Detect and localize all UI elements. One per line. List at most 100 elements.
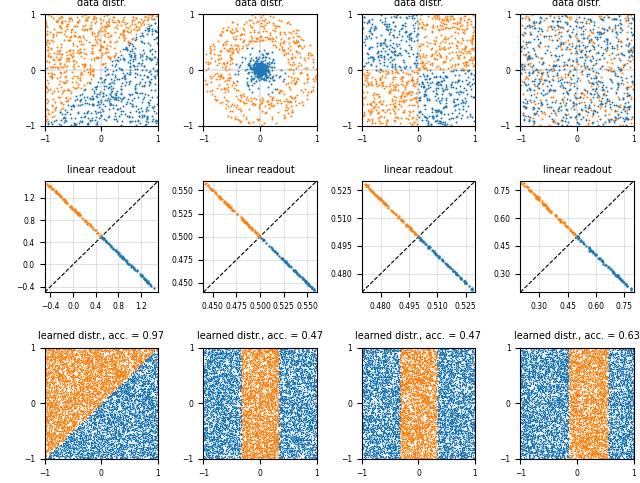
Point bbox=[145, 454, 155, 462]
Point bbox=[619, 353, 629, 361]
Point bbox=[88, 422, 98, 429]
Point bbox=[367, 447, 378, 455]
Point bbox=[291, 357, 301, 365]
Point bbox=[129, 364, 140, 371]
Point bbox=[137, 428, 147, 436]
Point bbox=[261, 67, 271, 75]
Point bbox=[216, 444, 226, 452]
Point bbox=[575, 105, 586, 113]
Point bbox=[115, 387, 125, 395]
Point bbox=[53, 453, 63, 460]
Point bbox=[96, 410, 106, 418]
Point bbox=[577, 407, 587, 414]
Point bbox=[408, 435, 418, 443]
Point bbox=[238, 426, 248, 434]
Point bbox=[516, 455, 527, 462]
Point bbox=[433, 428, 444, 436]
Point bbox=[438, 43, 449, 51]
Point bbox=[452, 405, 462, 412]
Point bbox=[392, 390, 403, 398]
Point bbox=[604, 398, 614, 406]
Point bbox=[218, 383, 228, 390]
Point bbox=[458, 412, 468, 419]
Point bbox=[279, 394, 289, 402]
Point bbox=[110, 71, 120, 79]
Point bbox=[559, 361, 570, 369]
Point bbox=[234, 454, 244, 461]
Point bbox=[536, 25, 546, 33]
Point bbox=[611, 358, 621, 366]
Point bbox=[546, 32, 556, 40]
Point bbox=[106, 424, 116, 431]
Point bbox=[306, 412, 316, 420]
Point bbox=[114, 435, 124, 443]
Point bbox=[575, 364, 585, 371]
Point bbox=[395, 397, 405, 405]
Point bbox=[73, 371, 83, 379]
Point bbox=[623, 349, 633, 357]
Point bbox=[588, 441, 598, 449]
Point bbox=[60, 423, 70, 431]
Point bbox=[393, 417, 403, 425]
Point bbox=[560, 101, 570, 109]
Point bbox=[261, 449, 271, 456]
Point bbox=[115, 449, 125, 456]
Point bbox=[438, 424, 449, 432]
Point bbox=[273, 455, 283, 463]
Point bbox=[383, 429, 394, 437]
Point bbox=[109, 356, 120, 364]
Point bbox=[427, 359, 437, 367]
Point bbox=[295, 406, 305, 414]
Point bbox=[387, 426, 397, 434]
Point bbox=[386, 369, 396, 377]
Point bbox=[205, 347, 216, 355]
Point bbox=[553, 454, 563, 462]
Point bbox=[617, 446, 627, 454]
Point bbox=[275, 440, 285, 447]
Point bbox=[576, 362, 586, 369]
Point bbox=[75, 450, 85, 458]
Point bbox=[394, 432, 404, 440]
Point bbox=[89, 381, 99, 388]
Point bbox=[590, 412, 600, 420]
Point bbox=[86, 368, 96, 375]
Point bbox=[523, 389, 533, 397]
Point bbox=[200, 403, 210, 411]
Point bbox=[431, 383, 441, 391]
Point bbox=[422, 43, 432, 50]
Point bbox=[529, 452, 540, 460]
Point bbox=[113, 431, 124, 439]
Point bbox=[452, 271, 462, 279]
Point bbox=[276, 413, 287, 421]
Point bbox=[201, 415, 211, 423]
Point bbox=[279, 397, 289, 404]
Point bbox=[467, 444, 477, 452]
Point bbox=[372, 450, 382, 458]
Point bbox=[431, 454, 441, 461]
Point bbox=[364, 369, 374, 377]
Point bbox=[396, 408, 406, 415]
Point bbox=[582, 379, 592, 387]
Point bbox=[369, 439, 379, 446]
Point bbox=[367, 449, 378, 457]
Point bbox=[65, 443, 75, 451]
Point bbox=[612, 367, 623, 375]
Point bbox=[303, 400, 314, 408]
Point bbox=[375, 424, 385, 431]
Point bbox=[219, 84, 229, 92]
Point bbox=[380, 351, 390, 358]
Point bbox=[458, 434, 468, 442]
Point bbox=[82, 373, 92, 381]
Point bbox=[522, 350, 532, 357]
Point bbox=[381, 437, 391, 444]
Point bbox=[624, 432, 634, 440]
Point bbox=[47, 375, 58, 383]
Point bbox=[380, 40, 390, 48]
Point bbox=[447, 377, 458, 385]
Point bbox=[515, 396, 525, 403]
Point bbox=[236, 363, 246, 370]
Point bbox=[212, 455, 222, 462]
Point bbox=[561, 410, 571, 417]
Point bbox=[120, 356, 130, 364]
Point bbox=[149, 415, 159, 423]
